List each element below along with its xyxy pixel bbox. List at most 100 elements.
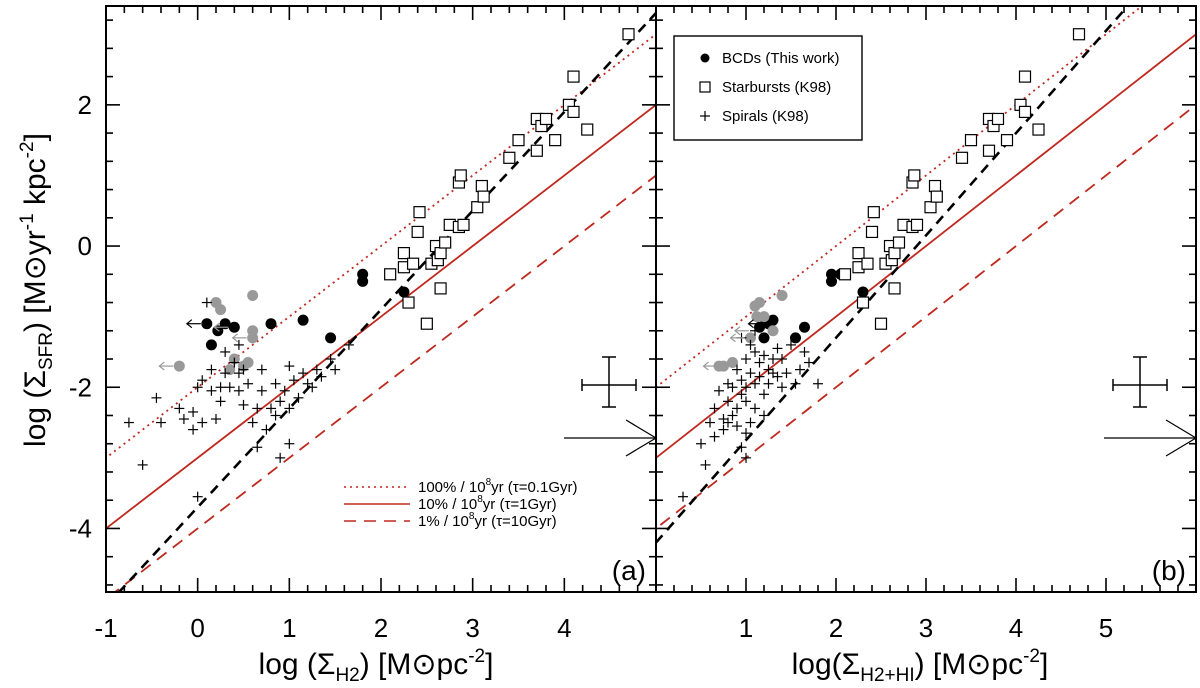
spiral-point <box>123 417 134 428</box>
offset-arrow <box>564 419 658 457</box>
bcd-point <box>776 289 788 301</box>
bcd-point <box>713 360 725 372</box>
starburst-point <box>406 257 420 270</box>
starburst-point <box>867 206 880 219</box>
x-tick-label: 2 <box>374 613 388 643</box>
starburst-point <box>910 218 924 231</box>
arrow-head <box>702 361 709 371</box>
spiral-point <box>723 378 733 389</box>
x-tick-label: 1 <box>282 613 296 643</box>
panel-label: (a) <box>612 555 646 586</box>
spiral-point <box>206 364 217 375</box>
arrow-head <box>185 319 193 329</box>
spiral-point <box>247 417 258 428</box>
spiral-point <box>678 491 688 502</box>
spiral-point <box>215 396 226 407</box>
bcd-point <box>215 304 227 316</box>
starburst-point <box>397 247 411 260</box>
arrow-head <box>231 333 239 343</box>
upper-limit-arrow <box>213 322 229 332</box>
spiral-point <box>233 339 244 350</box>
legend-label-sup: 8 <box>486 477 492 488</box>
starburst-point <box>982 144 996 157</box>
starburst-point <box>888 282 901 295</box>
spiral-point <box>298 368 309 379</box>
upper-limit-arrow <box>702 361 718 371</box>
x-tick-label: 1 <box>739 613 753 643</box>
starburst-point <box>567 70 580 83</box>
spiral-point <box>709 403 720 414</box>
spiral-point <box>224 382 235 393</box>
error-bar <box>581 356 637 408</box>
spiral-point <box>229 357 240 368</box>
legend-label-sup: 8 <box>469 511 475 522</box>
starburst-point <box>1032 123 1045 136</box>
spiral-point <box>279 385 290 396</box>
line-black-dashed <box>656 6 1130 545</box>
starburst-point <box>888 247 901 260</box>
spiral-point <box>188 424 199 435</box>
starburst-point <box>503 151 516 164</box>
starburst-point <box>411 225 424 239</box>
legend-label: Starbursts (K98) <box>722 79 831 96</box>
upper-limit-arrow <box>158 361 174 371</box>
spiral-point <box>275 452 286 463</box>
spiral-point <box>238 399 249 410</box>
x-tick-label: 2 <box>829 613 843 643</box>
upper-limit-arrow <box>734 326 749 336</box>
spiral-point <box>151 392 162 403</box>
upper-limit-arrow <box>231 333 247 343</box>
bcd-point <box>265 318 277 330</box>
spiral-point <box>718 424 729 435</box>
bcd-point <box>173 360 185 372</box>
bcd-point <box>767 325 779 337</box>
starburst-point <box>856 296 870 309</box>
spiral-point <box>206 385 217 396</box>
starburst-point <box>439 236 452 249</box>
starburst-point <box>420 317 433 330</box>
line-solid <box>656 33 1196 459</box>
bcd-point <box>754 321 765 333</box>
spiral-point <box>759 389 769 400</box>
spiral-point <box>284 438 295 449</box>
starburst-point <box>1072 28 1086 41</box>
legend-label-part: 10% / 10 <box>418 496 477 513</box>
starburst-point <box>512 134 525 147</box>
line-dashed <box>113 174 656 592</box>
error-bar <box>1112 356 1168 408</box>
bcd-point <box>857 286 869 298</box>
spiral-point <box>275 396 286 407</box>
spiral-point <box>233 368 244 379</box>
y-axis-title: log (ΣSFR) [M⊙yr-1 kpc-2] <box>17 133 57 447</box>
spiral-point <box>723 396 733 407</box>
spiral-point <box>750 403 760 414</box>
starburst-point <box>402 296 415 309</box>
spiral-point <box>772 371 783 382</box>
starburst-point <box>991 112 1005 126</box>
ticks <box>656 6 1196 592</box>
spiral-point <box>220 346 231 357</box>
legend-label-part: 100% / 10 <box>418 479 486 496</box>
starburst-point <box>955 151 969 164</box>
spiral-point <box>197 417 208 428</box>
bcd-point <box>758 311 770 323</box>
spiral-point <box>799 346 810 357</box>
legend-marker <box>700 53 710 63</box>
spiral-point <box>759 350 769 361</box>
spiral-point <box>325 354 336 365</box>
spiral-point <box>741 382 751 393</box>
spiral-point <box>786 339 796 350</box>
spiral-point <box>696 438 706 449</box>
spiral-point <box>709 431 720 442</box>
legend-label-part: yr (τ=0.1Gyr) <box>491 479 577 496</box>
spiral-point <box>252 442 263 453</box>
bcd-point <box>754 297 765 309</box>
bcd-point <box>325 332 337 344</box>
starburst-point <box>908 169 921 182</box>
spiral-point <box>772 343 783 354</box>
spiral-point <box>732 421 742 432</box>
bcd-point <box>205 339 217 351</box>
legend-label: BCDs (This work) <box>722 50 840 67</box>
upper-limit-arrow <box>185 319 201 329</box>
